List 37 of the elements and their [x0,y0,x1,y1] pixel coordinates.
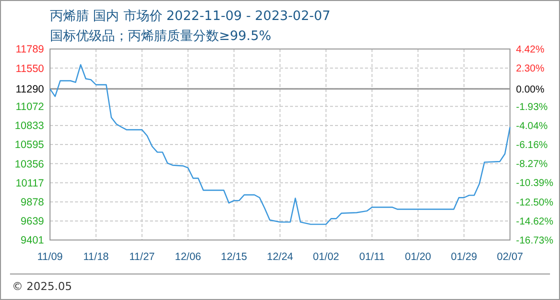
y2-tick-label: -4.04% [516,120,548,132]
x-tick-label: 11/18 [83,251,109,263]
y2-tick-label: 0.00% [516,84,544,96]
y2-tick-label: 4.42% [516,44,544,56]
x-tick-label: 12/06 [174,251,202,263]
y-tick-label: 9401 [20,234,44,247]
x-tick-label: 01/29 [450,251,478,263]
x-tick-label: 02/07 [496,251,524,263]
x-tick-label: 12/15 [220,251,248,263]
y2-tick-label: -8.27% [516,159,548,170]
x-tick-label: 12/24 [266,251,294,263]
y-tick-label: 10833 [14,120,44,132]
x-tick-label: 11/09 [37,251,63,263]
x-tick-label: 11/27 [129,251,155,263]
y-tick-label: 10117 [16,177,44,190]
x-tick-label: 01/20 [404,251,432,263]
y2-tick-label: -12.50% [516,197,554,208]
y-tick-label: 11290 [16,84,44,96]
y-tick-label: 9878 [20,196,44,209]
chart-subtitle: 国标优级品；丙烯腈质量分数≥99.5% [50,29,272,44]
y-tick-label: 10595 [14,139,44,152]
y-tick-label: 10356 [14,158,44,170]
y2-tick-label: -1.93% [516,102,548,113]
text: © 2025.05 [12,280,72,293]
y-tick-label: 11072 [16,101,44,114]
y2-tick-label: -14.62% [516,216,554,228]
y2-tick-label: -16.73% [516,236,554,246]
chart-title: 丙烯腈 国内 市场价 2022-11-09 - 2023-02-07 [50,9,330,24]
y2-tick-label: -6.16% [516,140,548,152]
x-tick-label: 01/02 [312,251,340,263]
y-tick-label: 9639 [20,216,44,228]
y2-tick-label: -10.39% [516,178,554,190]
y-tick-label: 11789 [16,44,44,56]
y2-tick-label: 2.30% [516,64,544,75]
y-tick-label: 11550 [16,62,44,75]
line-series [49,64,511,225]
x-tick-label: 01/11 [359,251,385,263]
